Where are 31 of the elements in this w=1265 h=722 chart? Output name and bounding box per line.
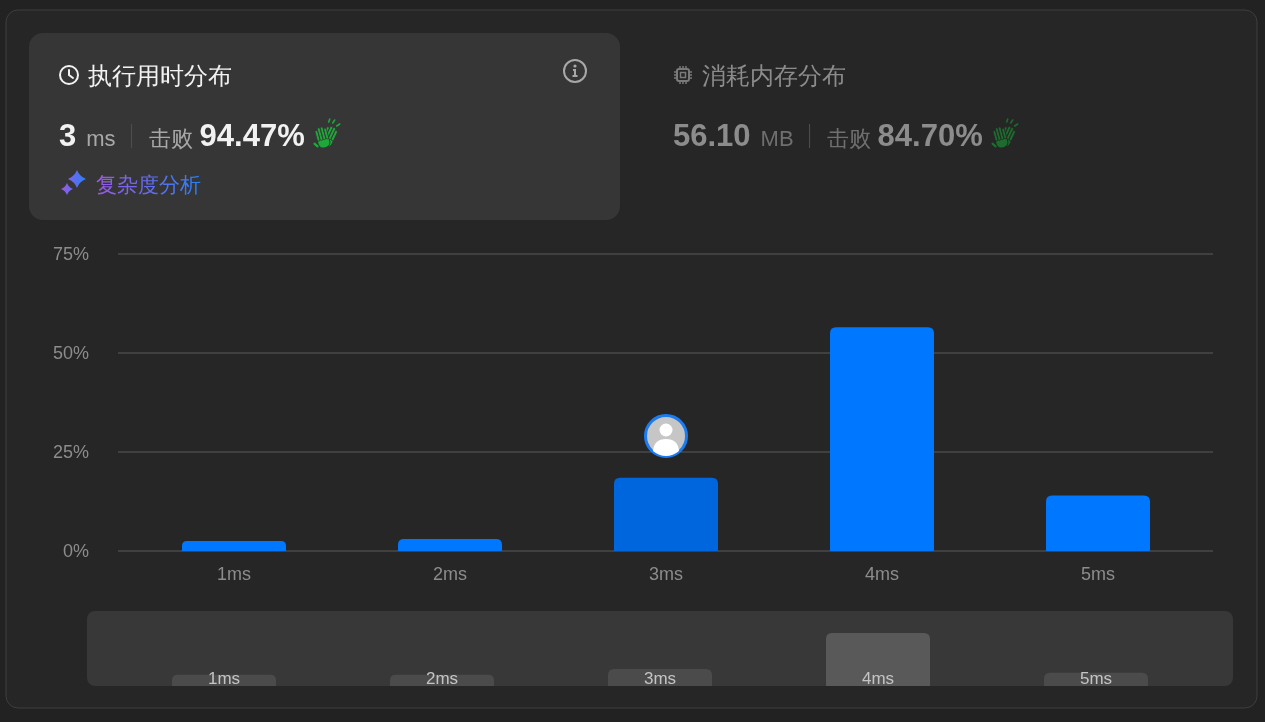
text: ms (86, 126, 116, 151)
text: 击败 (826, 126, 871, 151)
text: 击败 (148, 126, 193, 151)
text: 3 (59, 118, 77, 153)
x-tick-label: 4ms (861, 668, 895, 688)
y-tick-label: 25% (52, 442, 89, 462)
x-tick-label: 4ms (864, 564, 900, 584)
x-tick-label: 2ms (425, 668, 459, 688)
bar (1046, 495, 1150, 551)
x-tick-label: 2ms (432, 564, 468, 584)
text: MB (760, 126, 794, 151)
y-tick-label: 50% (52, 343, 89, 363)
bar (614, 477, 718, 551)
bar (830, 327, 934, 551)
text: 56.10 (673, 118, 751, 153)
bar (398, 539, 502, 551)
y-tick-label: 75% (52, 244, 89, 264)
y-tick-label: 0% (62, 541, 89, 561)
text: 94.47% (199, 118, 305, 153)
x-tick-label: 3ms (648, 564, 684, 584)
text: 84.70% (877, 118, 983, 153)
x-tick-label: 3ms (643, 668, 677, 688)
x-tick-label: 5ms (1079, 668, 1113, 688)
text: 复杂度分析 (96, 173, 201, 196)
text: 消耗内存分布 (702, 62, 846, 89)
text: 执行用时分布 (88, 62, 232, 89)
bar (826, 633, 930, 686)
bar (182, 541, 286, 551)
x-tick-label: 5ms (1080, 564, 1116, 584)
x-tick-label: 1ms (207, 668, 241, 688)
x-tick-label: 1ms (216, 564, 252, 584)
